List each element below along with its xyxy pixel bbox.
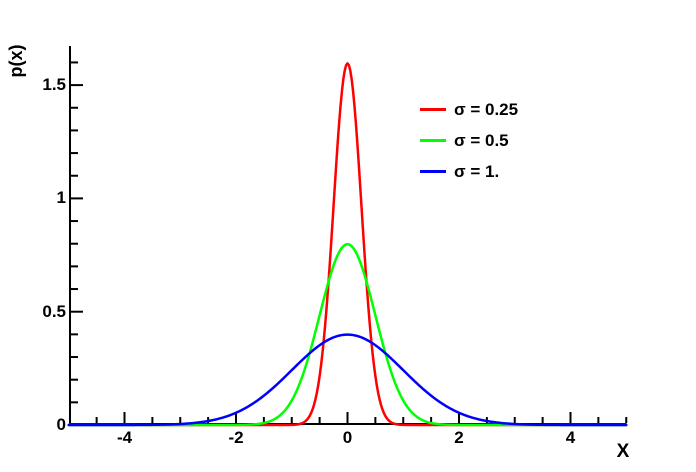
legend-label-sigma-025: σ = 0.25 — [454, 99, 519, 119]
x-axis-title: X — [616, 441, 630, 462]
y-tick-label-0.5: 0.5 — [42, 301, 66, 321]
y-tick-label-1: 1 — [56, 188, 66, 208]
legend: σ = 0.25 σ = 0.5 σ = 1. — [420, 94, 518, 187]
x-tick-label-0: 0 — [342, 428, 353, 447]
y-axis-title: p(x) — [6, 44, 26, 78]
legend-entry-sigma-1: σ = 1. — [420, 156, 518, 187]
x-tick-label--2: -2 — [228, 428, 244, 447]
axes-layer — [69, 46, 628, 426]
legend-entry-sigma-05: σ = 0.5 — [420, 125, 518, 156]
x-tick-label-4: 4 — [565, 428, 576, 447]
legend-line-swatch-green — [420, 139, 446, 142]
curves-layer — [67, 62, 628, 427]
y-tick-label-1.5: 1.5 — [42, 75, 66, 95]
legend-label-sigma-1: σ = 1. — [454, 161, 500, 181]
legend-entry-sigma-025: σ = 0.25 — [420, 94, 518, 125]
legend-label-sigma-05: σ = 0.5 — [454, 130, 509, 150]
legend-line-swatch-blue — [420, 170, 446, 173]
y-tick-label-0: 0 — [56, 415, 66, 434]
x-tick-label-2: 2 — [454, 428, 464, 447]
x-tick-label--4: -4 — [116, 428, 133, 447]
legend-line-swatch-red — [420, 108, 446, 111]
